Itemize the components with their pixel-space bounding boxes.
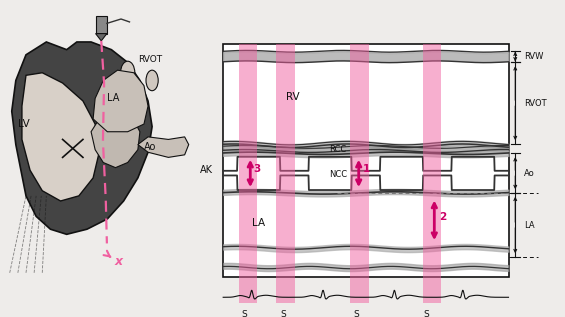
Text: LA: LA [524,221,534,230]
Polygon shape [95,34,107,41]
Polygon shape [22,73,99,201]
Text: S: S [353,310,359,317]
Text: 3: 3 [254,164,261,174]
Text: Ao: Ao [524,169,534,178]
Text: S: S [423,310,429,317]
Text: LV: LV [18,119,30,129]
Text: x: x [114,255,122,268]
Text: NCC: NCC [329,170,347,178]
Polygon shape [138,137,189,157]
Text: RCC: RCC [329,145,346,154]
Ellipse shape [146,70,158,91]
Bar [276,44,294,315]
Text: 1: 1 [363,164,371,174]
Polygon shape [91,111,140,168]
Text: 2: 2 [439,212,446,222]
Text: RV: RV [286,92,299,102]
Text: RVW: RVW [524,52,543,61]
Bar [95,16,107,34]
Text: RVOT: RVOT [524,99,546,108]
Text: Ao: Ao [144,142,157,152]
Polygon shape [12,42,152,234]
Text: S: S [280,310,286,317]
Bar [223,44,508,277]
Text: RVOT: RVOT [138,55,162,64]
Bar [239,44,258,315]
Ellipse shape [120,61,135,84]
Text: AK: AK [200,165,213,175]
Text: LA: LA [107,94,120,103]
Text: S: S [242,310,247,317]
Polygon shape [93,70,148,132]
Bar [350,44,369,315]
Text: LA: LA [252,217,265,228]
Bar [423,44,441,315]
